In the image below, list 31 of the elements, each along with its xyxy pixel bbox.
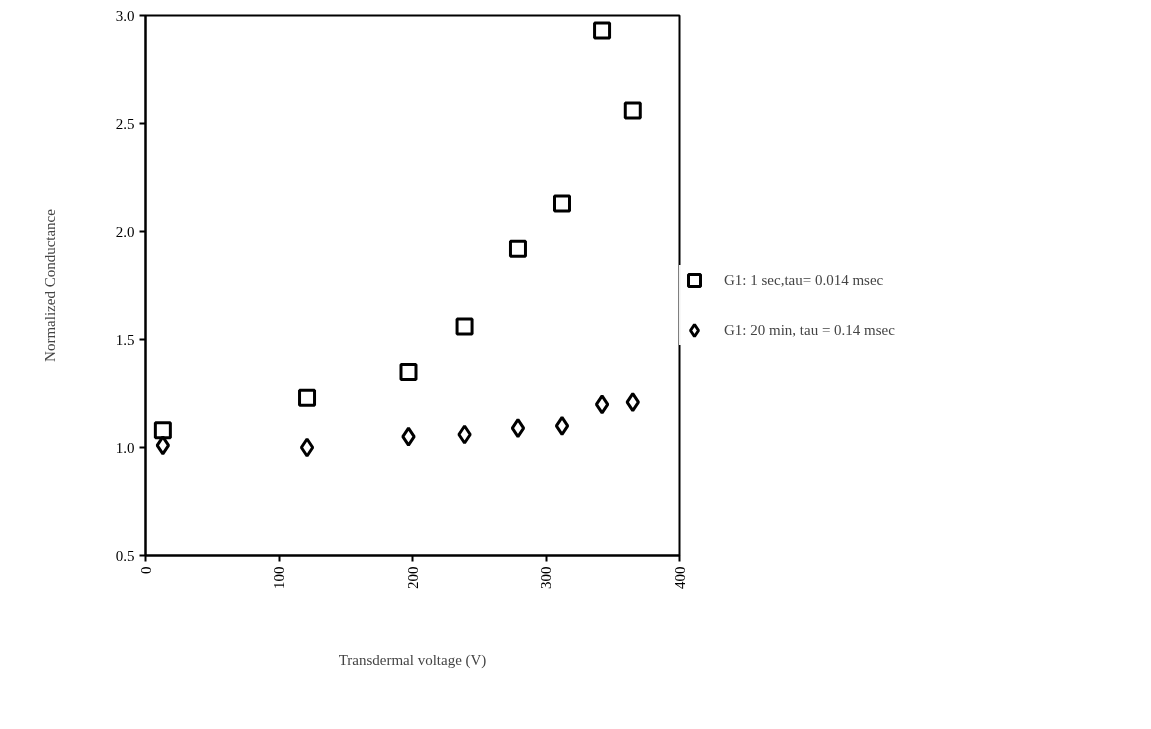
point <box>508 239 527 258</box>
legend-label: G1: 1 sec,tau= 0.014 msec <box>724 271 884 289</box>
x-tick-label: 100 <box>271 566 287 589</box>
point <box>623 101 642 120</box>
point <box>455 317 474 336</box>
x-axis-title: Transdermal voltage (V) <box>338 652 487 669</box>
point <box>399 362 418 381</box>
point <box>298 388 317 407</box>
point <box>153 421 172 440</box>
y-tick-label: 3.0 <box>115 7 135 24</box>
y-tick-label: 2.5 <box>115 115 135 132</box>
point <box>594 394 610 415</box>
point <box>299 437 315 458</box>
legend-label: G1: 20 min, tau = 0.14 msec <box>724 321 895 339</box>
y-axis-title: Normalized Conductance <box>41 208 58 362</box>
x-tick-label: 0 <box>137 566 154 574</box>
x-tick-label: 300 <box>538 566 554 589</box>
point <box>401 426 416 447</box>
y-tick-label: 1.5 <box>115 331 135 348</box>
point <box>554 415 570 436</box>
x-tick-label: 400 <box>671 566 688 589</box>
point <box>457 424 472 445</box>
y-tick-label: 2.0 <box>115 223 135 240</box>
y-tick-label: 1.0 <box>115 439 135 456</box>
y-tick-label: 0.5 <box>115 547 135 564</box>
point <box>155 435 171 456</box>
point <box>593 21 612 40</box>
point <box>510 418 526 439</box>
x-tick-label: 200 <box>404 566 421 589</box>
point <box>625 392 640 413</box>
point <box>553 194 572 213</box>
